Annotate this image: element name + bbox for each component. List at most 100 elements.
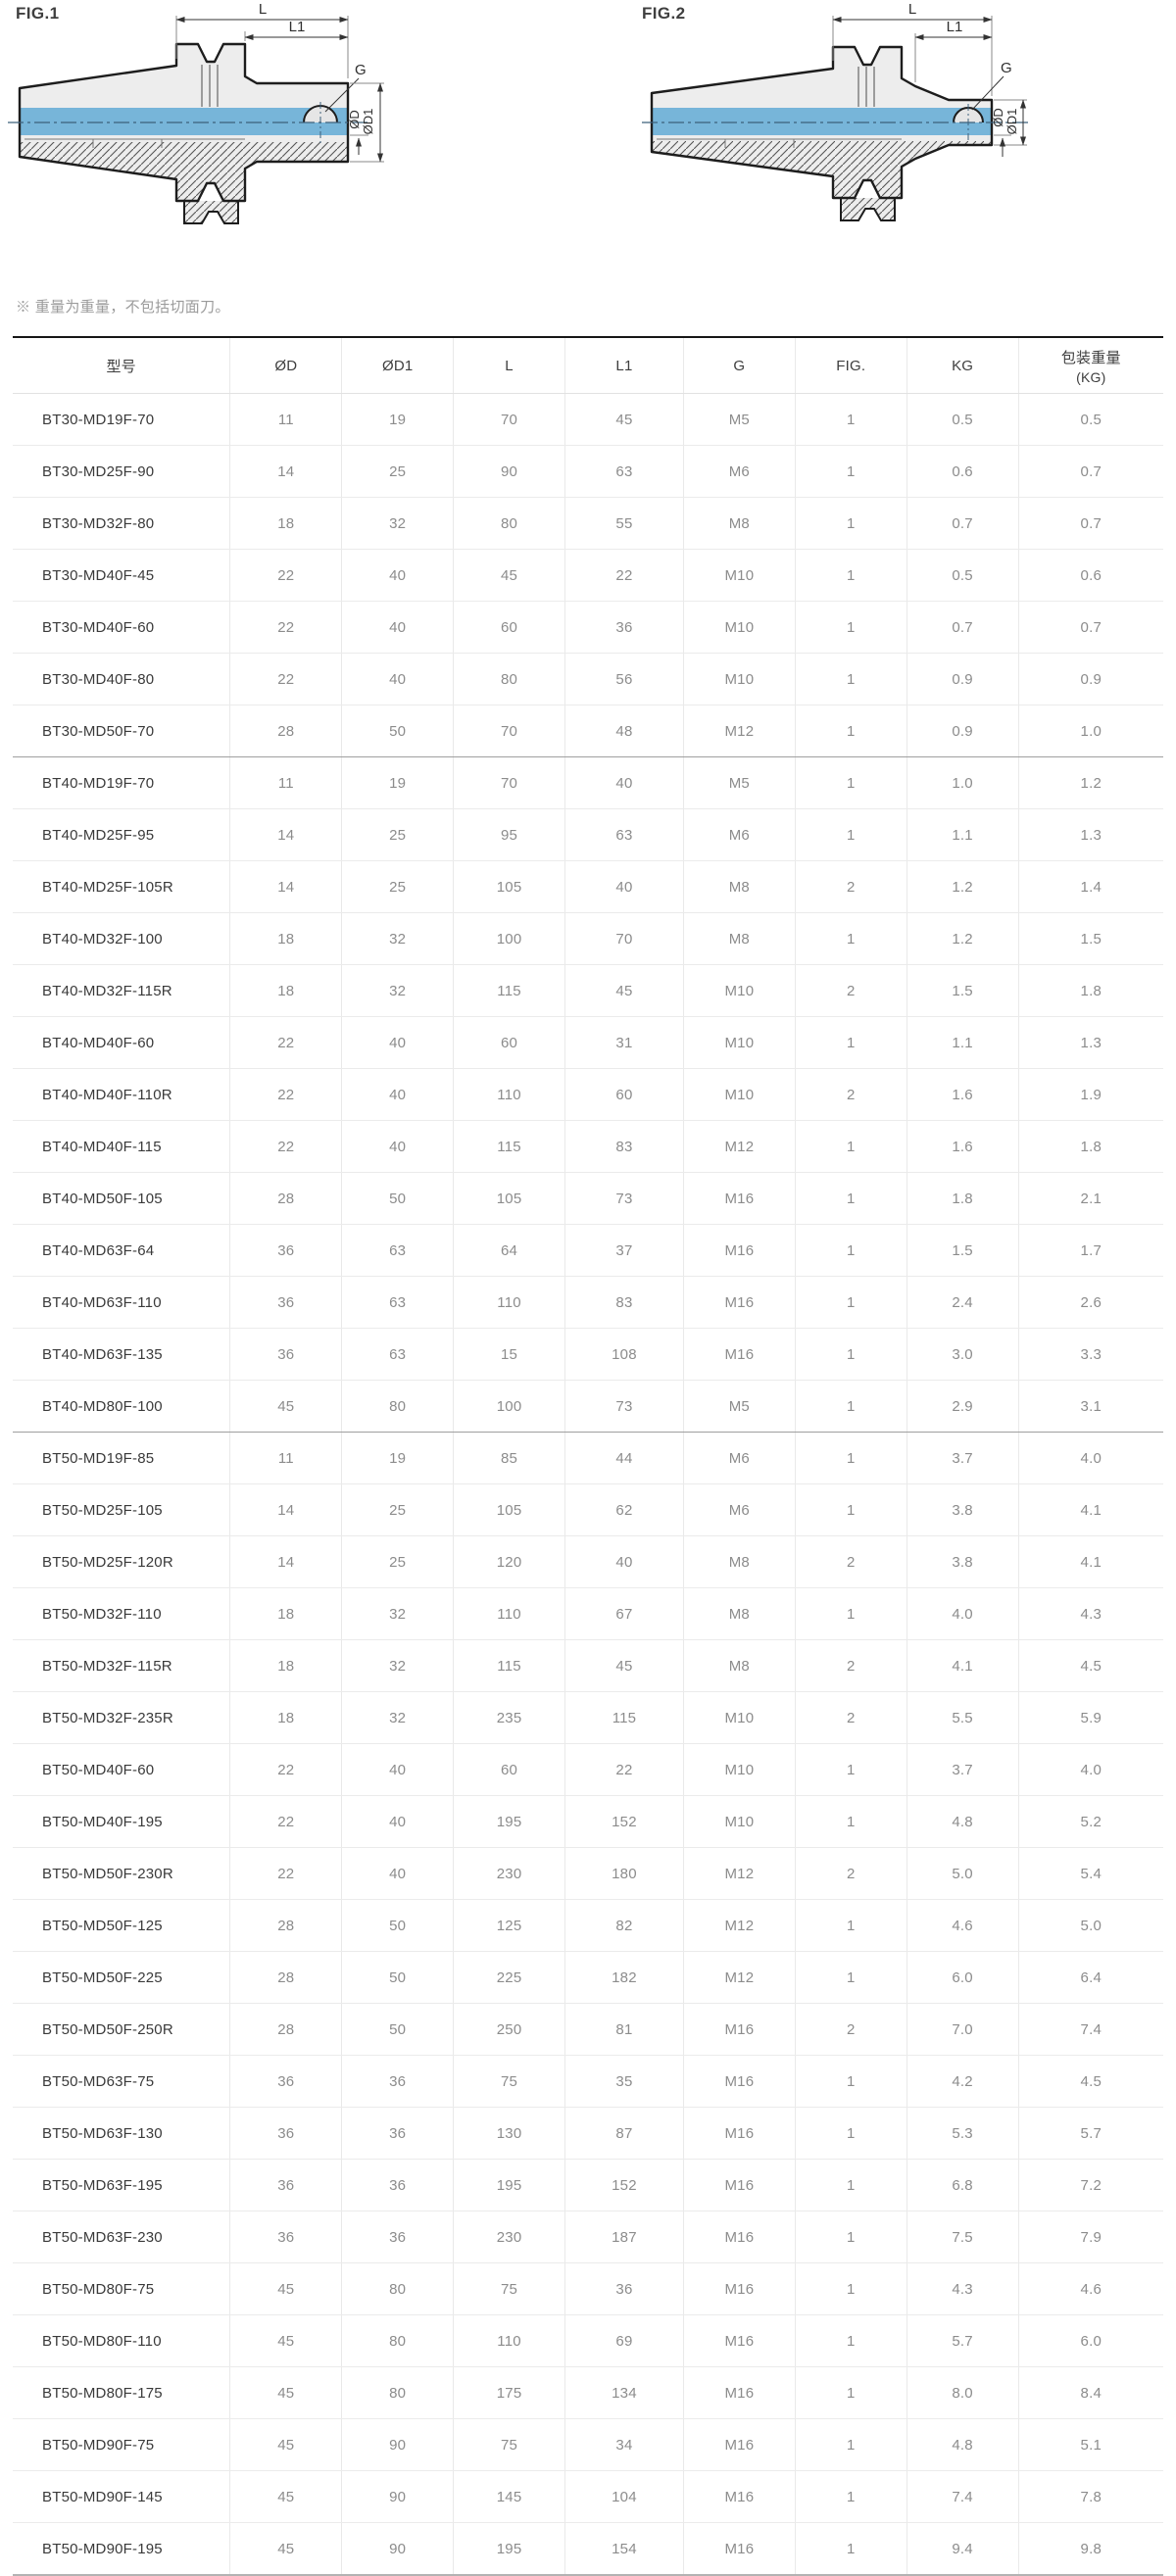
value-cell: 40 [341,601,454,654]
value-cell: 0.5 [906,549,1019,602]
value-cell: 195 [453,2522,565,2576]
value-cell: 4.5 [1017,2055,1163,2108]
value-cell: 80 [453,497,565,550]
value-cell: 82 [564,1899,684,1952]
fig2-dim-d1: ØD1 [1004,109,1019,135]
value-cell: 6.0 [1017,2314,1163,2367]
model-cell: BT30-MD25F-90 [13,445,230,498]
value-cell: 60 [453,1016,565,1069]
value-cell: 36 [229,1224,342,1277]
value-cell: 63 [564,445,684,498]
value-cell: 5.9 [1017,1691,1163,1744]
value-cell: 115 [453,1120,565,1173]
value-cell: 73 [564,1172,684,1225]
value-cell: 5.5 [906,1691,1019,1744]
value-cell: 1 [794,1328,907,1381]
value-cell: 0.7 [1017,497,1163,550]
table-row: BT30-MD40F-60 22 40 60 36 M10 1 0.7 0.7 [13,601,1163,654]
value-cell: 18 [229,497,342,550]
model-cell: BT30-MD19F-70 [13,393,230,446]
value-cell: 34 [564,2418,684,2471]
value-cell: 90 [453,445,565,498]
value-cell: 4.0 [1017,1432,1163,1484]
value-cell: 1 [794,2211,907,2263]
value-cell: 235 [453,1691,565,1744]
value-cell: 45 [229,2366,342,2419]
value-cell: 36 [341,2055,454,2108]
value-cell: M10 [682,549,796,602]
table-row: BT50-MD90F-75 45 90 75 34 M16 1 4.8 5.1 [13,2418,1163,2471]
value-cell: 230 [453,2211,565,2263]
table-row: BT50-MD63F-75 36 36 75 35 M16 1 4.2 4.5 [13,2055,1163,2108]
value-cell: 14 [229,860,342,913]
value-cell: 4.5 [1017,1639,1163,1692]
value-cell: 5.2 [1017,1795,1163,1848]
value-cell: M16 [682,1224,796,1277]
value-cell: 7.9 [1017,2211,1163,2263]
value-cell: 14 [229,1535,342,1588]
value-cell: 3.7 [906,1432,1019,1484]
model-cell: BT50-MD32F-110 [13,1587,230,1640]
value-cell: 130 [453,2107,565,2160]
value-cell: 2 [794,1691,907,1744]
value-cell: 0.7 [1017,601,1163,654]
value-cell: 31 [564,1016,684,1069]
value-cell: 7.2 [1017,2159,1163,2211]
value-cell: 1.2 [906,912,1019,965]
value-cell: 2.4 [906,1276,1019,1329]
value-cell: 5.7 [906,2314,1019,2367]
value-cell: 110 [453,2314,565,2367]
value-cell: 115 [453,1639,565,1692]
model-cell: BT50-MD90F-75 [13,2418,230,2471]
value-cell: M8 [682,1639,796,1692]
model-cell: BT50-MD80F-110 [13,2314,230,2367]
value-cell: M10 [682,1795,796,1848]
model-cell: BT50-MD32F-235R [13,1691,230,1744]
value-cell: 105 [453,1172,565,1225]
value-cell: 1 [794,497,907,550]
value-cell: 45 [229,2314,342,2367]
value-cell: 5.4 [1017,1847,1163,1900]
value-cell: M16 [682,2107,796,2160]
value-cell: 4.0 [906,1587,1019,1640]
value-cell: M6 [682,1432,796,1484]
value-cell: 45 [229,2262,342,2315]
value-cell: 14 [229,1483,342,1536]
model-cell: BT40-MD80F-100 [13,1380,230,1433]
value-cell: 15 [453,1328,565,1381]
value-cell: 1 [794,1380,907,1433]
value-cell: 1.6 [906,1068,1019,1121]
value-cell: 36 [229,2055,342,2108]
value-cell: 3.3 [1017,1328,1163,1381]
fig1-dim-l: L [259,1,267,18]
table-row: BT40-MD50F-105 28 50 105 73 M16 1 1.8 2.1 [13,1172,1163,1225]
value-cell: M8 [682,860,796,913]
value-cell: 22 [229,1795,342,1848]
value-cell: M6 [682,445,796,498]
model-cell: BT50-MD50F-225 [13,1951,230,2004]
value-cell: 1 [794,653,907,705]
model-cell: BT50-MD63F-230 [13,2211,230,2263]
fig2-dim-g: G [1001,60,1012,76]
value-cell: 22 [229,1743,342,1796]
value-cell: 64 [453,1224,565,1277]
column-header-0: 型号 [13,337,230,394]
value-cell: M12 [682,1899,796,1952]
value-cell: 115 [453,964,565,1017]
value-cell: 40 [564,756,684,809]
value-cell: 4.1 [906,1639,1019,1692]
value-cell: 32 [341,497,454,550]
model-cell: BT40-MD50F-105 [13,1172,230,1225]
value-cell: 36 [341,2159,454,2211]
value-cell: 36 [229,1276,342,1329]
value-cell: 1.1 [906,808,1019,861]
value-cell: 22 [229,1120,342,1173]
value-cell: 40 [341,549,454,602]
table-row: BT40-MD80F-100 45 80 100 73 M5 1 2.9 3.1 [13,1380,1163,1433]
value-cell: 36 [564,2262,684,2315]
model-cell: BT50-MD90F-145 [13,2470,230,2523]
value-cell: 2 [794,2003,907,2056]
value-cell: 120 [453,1535,565,1588]
model-cell: BT50-MD25F-105 [13,1483,230,1536]
value-cell: M16 [682,2366,796,2419]
